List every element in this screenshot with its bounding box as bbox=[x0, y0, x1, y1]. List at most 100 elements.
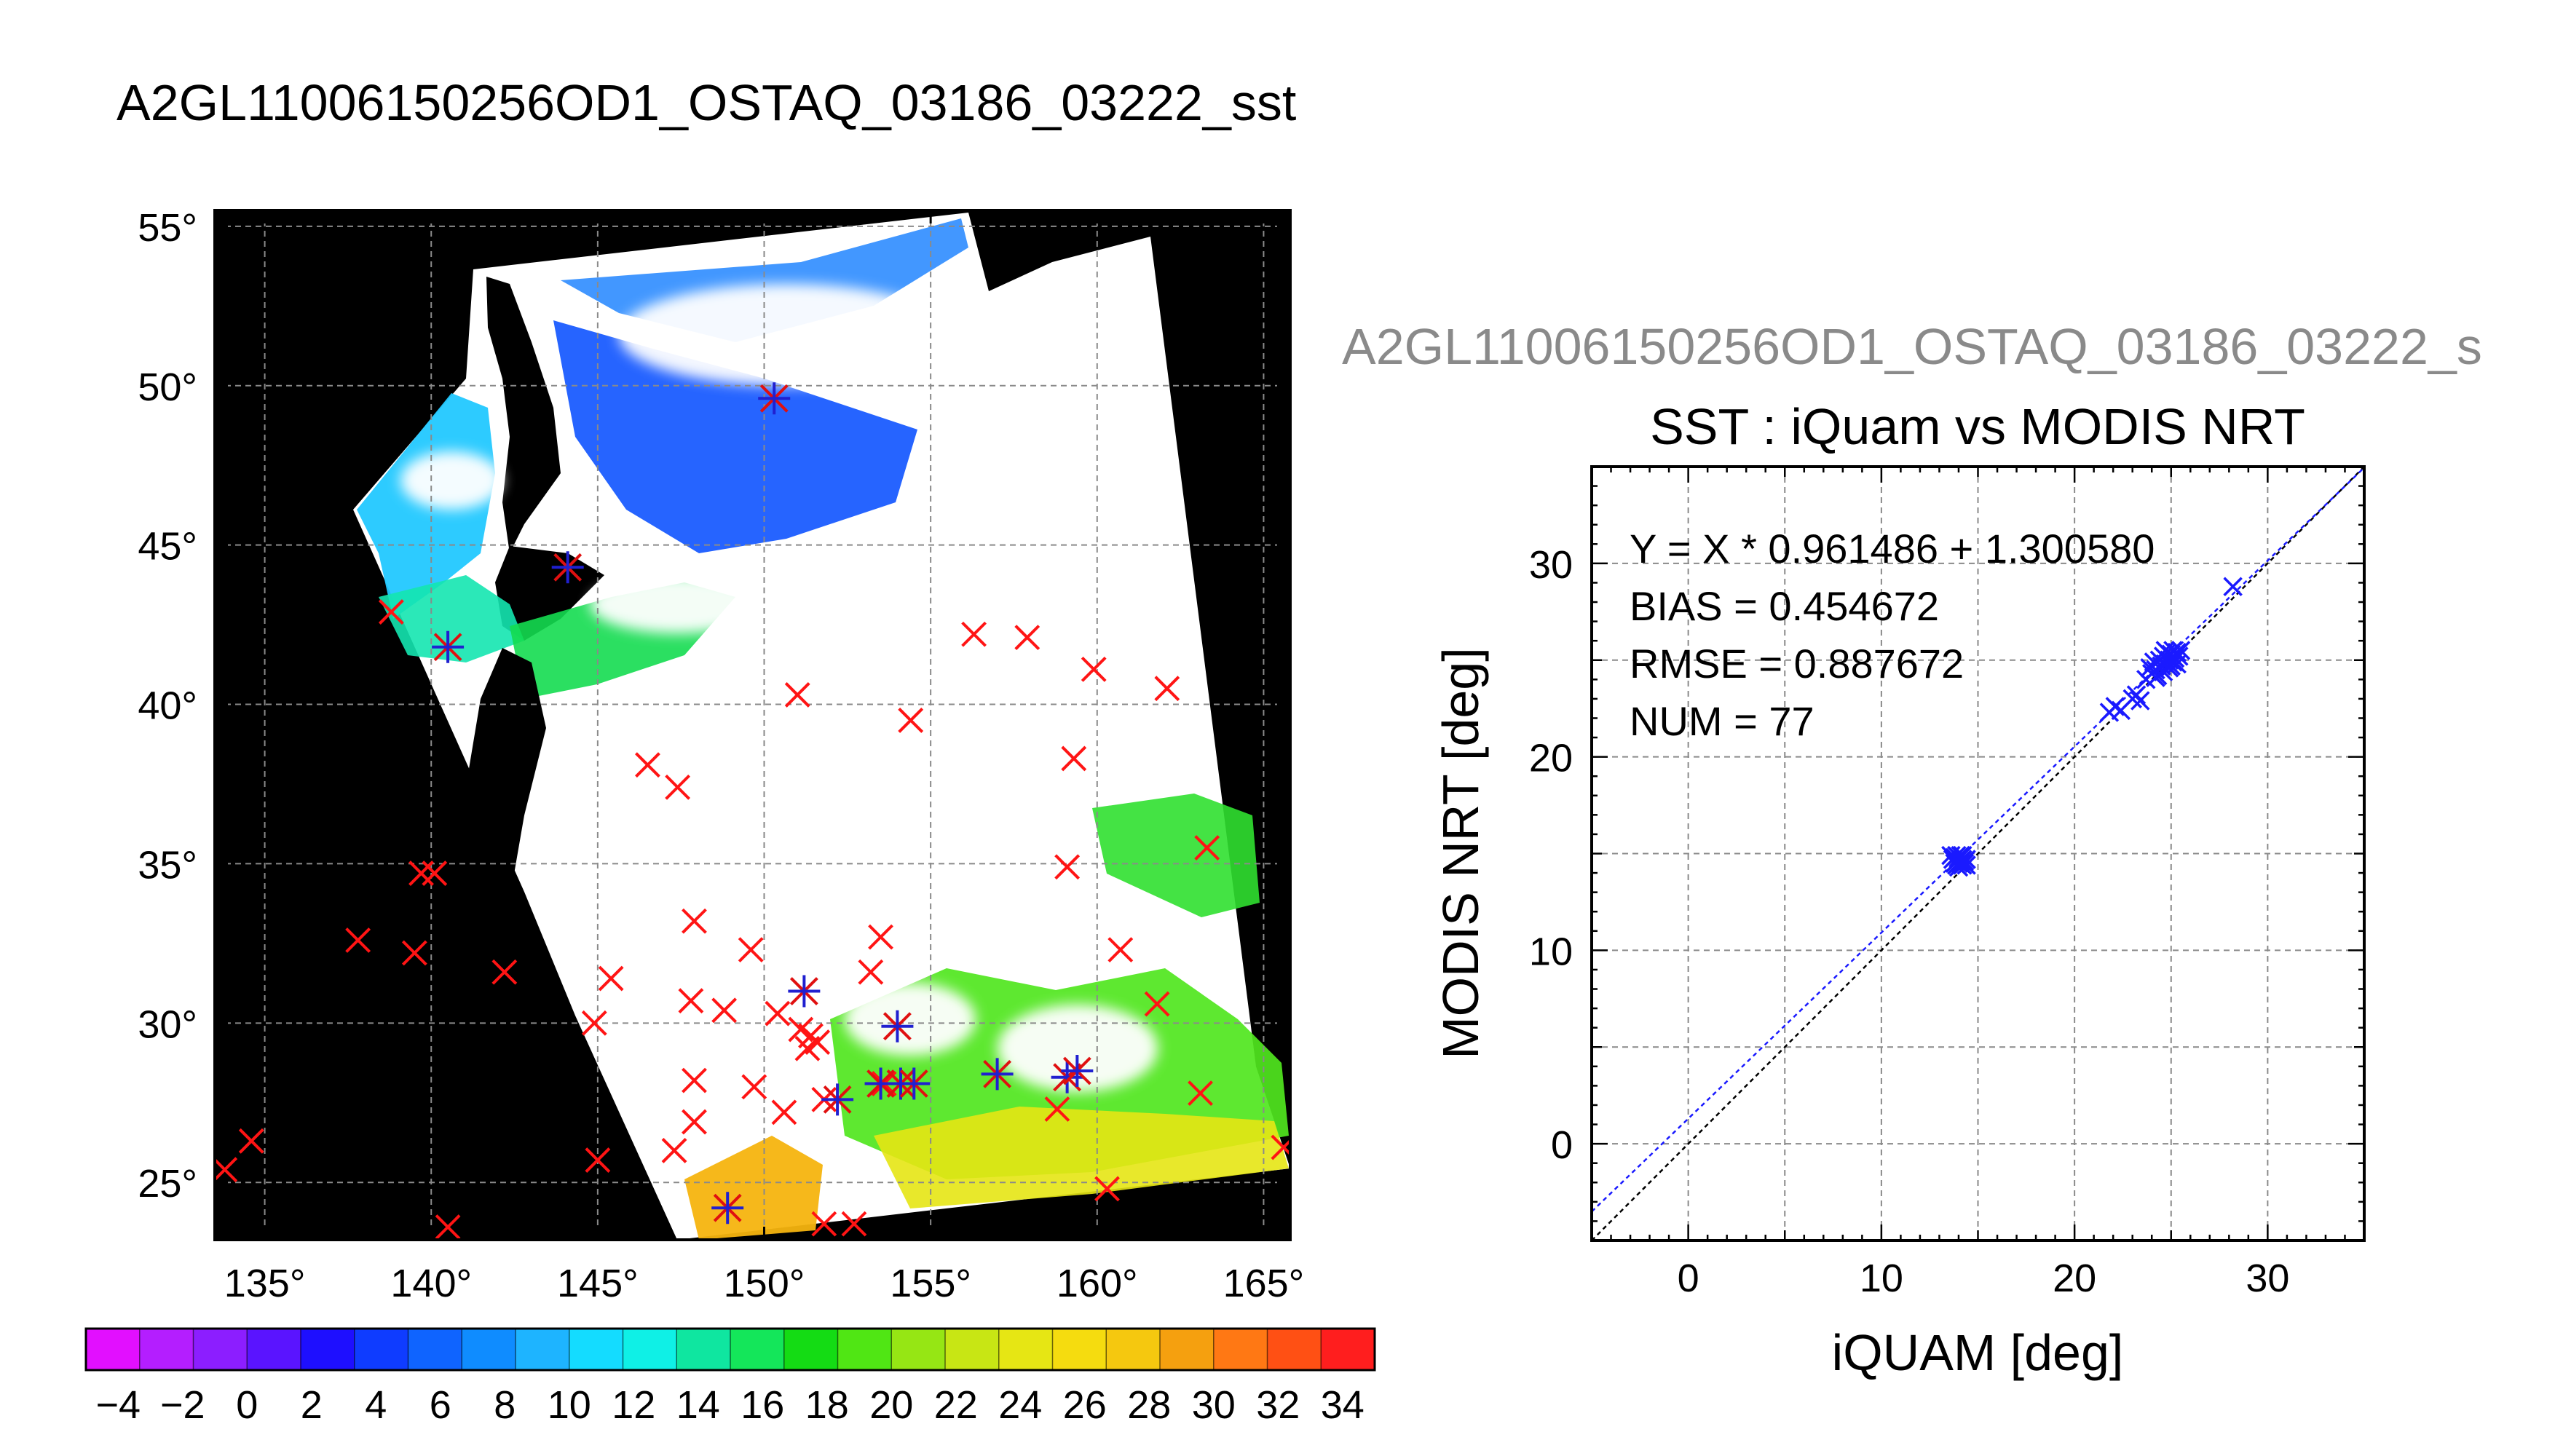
red-x-marker bbox=[1014, 625, 1040, 651]
x-tick-label: 10 bbox=[1860, 1257, 1903, 1300]
colorbar-tick-label: 30 bbox=[1192, 1383, 1236, 1427]
one-to-one-line bbox=[1592, 467, 2364, 1241]
colorbar-cell bbox=[301, 1329, 355, 1370]
colorbar-tick-label: 28 bbox=[1127, 1383, 1171, 1427]
cloud bbox=[590, 575, 765, 633]
colorbar-cell bbox=[247, 1329, 301, 1370]
colorbar-tick-label: 2 bbox=[301, 1383, 323, 1427]
red-x-marker bbox=[741, 1074, 767, 1100]
red-x-marker bbox=[345, 927, 371, 953]
colorbar-cell bbox=[730, 1329, 785, 1370]
lon-tick-label: 150° bbox=[724, 1262, 805, 1305]
red-x-marker bbox=[682, 908, 707, 934]
colorbar-tick-label: 34 bbox=[1321, 1383, 1365, 1427]
y-tick-label: 0 bbox=[1551, 1123, 1573, 1167]
red-x-marker bbox=[841, 1211, 867, 1237]
colorbar-frame bbox=[84, 1327, 1376, 1372]
scatter-plot: 0 10 20 30 0 10 20 30 Y = X * 0.961486 + 1.3005… bbox=[1432, 465, 2366, 1381]
scatter-point bbox=[2126, 685, 2147, 705]
colorbar-tick-label: −4 bbox=[95, 1383, 141, 1427]
red-x-marker bbox=[811, 1211, 837, 1237]
colorbar-cell bbox=[998, 1329, 1054, 1370]
blue-star-marker bbox=[758, 382, 791, 415]
scatter-floating-title: A2GL11006150256OD1_OSTAQ_03186_03222_s bbox=[1342, 318, 2482, 375]
lon-tick-label: 160° bbox=[1057, 1262, 1138, 1305]
blue-star-marker bbox=[432, 630, 465, 663]
swath-yellow bbox=[874, 1107, 1289, 1208]
red-x-marker bbox=[805, 1029, 831, 1055]
red-x-marker bbox=[661, 1138, 687, 1163]
colorbar-tick-label: −2 bbox=[160, 1383, 205, 1427]
swath-blue bbox=[553, 320, 917, 553]
cloud bbox=[400, 451, 502, 510]
colorbar-tick-label: 16 bbox=[741, 1383, 784, 1427]
lon-tick-label: 135° bbox=[224, 1262, 306, 1305]
stat-bias: BIAS = 0.454672 bbox=[1630, 583, 1939, 629]
stat-rmse: RMSE = 0.887672 bbox=[1630, 641, 1964, 687]
scatter-grid bbox=[1592, 467, 2364, 1241]
lon-tick-label: 145° bbox=[557, 1262, 639, 1305]
colorbar-cell bbox=[1213, 1329, 1268, 1370]
red-x-marker bbox=[1081, 656, 1107, 682]
red-x-marker bbox=[598, 965, 624, 992]
scatter-point bbox=[2146, 668, 2165, 687]
red-x-marker bbox=[682, 1067, 707, 1093]
colorbar-tick-label: 4 bbox=[365, 1383, 387, 1427]
scatter-point bbox=[2105, 697, 2125, 716]
colorbar-cell bbox=[945, 1329, 1000, 1370]
red-x-marker bbox=[765, 1000, 791, 1026]
y-axis-label: MODIS NRT [deg] bbox=[1432, 647, 1489, 1059]
red-x-marker bbox=[1194, 835, 1220, 860]
red-x-marker bbox=[585, 1147, 611, 1173]
red-x-marker bbox=[408, 860, 434, 886]
red-x-marker bbox=[771, 1099, 797, 1125]
swath-cyan bbox=[357, 393, 495, 619]
scatter-ticks: 0 10 20 30 0 10 20 30 bbox=[1529, 465, 2366, 1300]
scatter-point bbox=[2169, 646, 2189, 666]
red-x-marker bbox=[868, 924, 893, 950]
colorbar-tick-label: 12 bbox=[612, 1383, 655, 1427]
x-tick-label: 20 bbox=[2053, 1257, 2096, 1300]
red-x-marker bbox=[1054, 854, 1081, 880]
swath-teal bbox=[379, 575, 524, 662]
fit-line bbox=[1592, 467, 2364, 1213]
red-x-marker bbox=[711, 997, 738, 1024]
cloud bbox=[619, 284, 954, 386]
stat-num: NUM = 77 bbox=[1630, 698, 1814, 744]
colorbar-tick-label: 0 bbox=[236, 1383, 258, 1427]
scatter-point bbox=[2223, 577, 2243, 597]
red-x-marker bbox=[401, 940, 427, 966]
scatter-point bbox=[2167, 654, 2187, 674]
blue-star-marker bbox=[551, 551, 584, 584]
scatter-point bbox=[2161, 656, 2181, 676]
scatter-point bbox=[1947, 855, 1967, 875]
colorbar-cell bbox=[516, 1329, 570, 1370]
x-tick-label: 0 bbox=[1678, 1257, 1699, 1300]
colorbar-cell bbox=[1160, 1329, 1215, 1370]
lat-tick-label: 30° bbox=[138, 1002, 197, 1046]
red-x-marker bbox=[238, 1128, 264, 1154]
colorbar-tick-label: 20 bbox=[869, 1383, 913, 1427]
y-tick-label: 20 bbox=[1529, 737, 1573, 780]
colorbar-tick-label: 18 bbox=[805, 1383, 849, 1427]
scatter-point bbox=[2171, 641, 2191, 660]
scatter-title: SST : iQuam vs MODIS NRT bbox=[1650, 398, 2305, 455]
red-x-marker bbox=[665, 774, 691, 800]
colorbar-cell bbox=[1106, 1329, 1161, 1370]
colorbar-cell bbox=[623, 1329, 677, 1370]
lat-tick-label: 40° bbox=[138, 684, 197, 728]
blue-star-marker bbox=[981, 1058, 1014, 1091]
blue-star-marker bbox=[788, 975, 821, 1008]
cloud bbox=[845, 983, 976, 1056]
red-x-marker bbox=[858, 959, 884, 985]
scatter-point bbox=[1956, 855, 1976, 875]
colorbar-cell bbox=[891, 1329, 946, 1370]
red-x-marker bbox=[898, 708, 924, 733]
colorbar-tick-label: 22 bbox=[934, 1383, 978, 1427]
colorbar-cell bbox=[193, 1329, 248, 1370]
land-sakhalin bbox=[486, 277, 561, 553]
cloud bbox=[998, 1005, 1158, 1092]
colorbar-cell bbox=[408, 1329, 462, 1370]
stat-equation: Y = X * 0.961486 + 1.300580 bbox=[1630, 526, 2155, 571]
